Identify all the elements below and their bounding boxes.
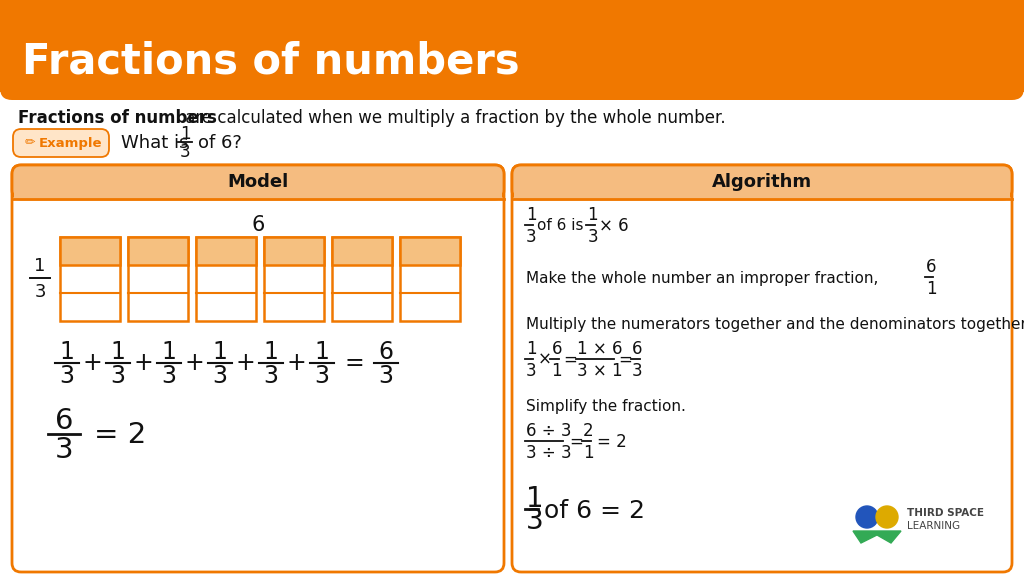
Bar [264,237,324,265]
Text: 1: 1 [111,340,125,364]
Text: 1 × 6: 1 × 6 [577,340,623,358]
Text: =: = [563,351,577,369]
Bar [0,0,1024,92]
Text: 3: 3 [632,362,643,380]
Text: +: + [287,351,306,375]
Bar [0,0,1024,88]
Text: +: + [236,351,255,375]
Text: 3: 3 [314,364,330,388]
FancyBboxPatch shape [512,165,1012,199]
Text: 3: 3 [54,436,74,464]
Text: LEARNING: LEARNING [907,521,961,531]
FancyBboxPatch shape [0,0,1024,100]
Text: 6: 6 [552,340,562,358]
Text: × 6: × 6 [599,217,629,235]
Text: Multiply the numerators together and the denominators together.: Multiply the numerators together and the… [526,317,1024,332]
FancyBboxPatch shape [12,165,504,572]
Text: 1: 1 [35,257,46,275]
Text: Fractions of numbers: Fractions of numbers [22,41,519,83]
Text: What is: What is [121,134,188,152]
Text: of 6?: of 6? [198,134,242,152]
Bar [400,237,460,321]
FancyBboxPatch shape [12,165,504,199]
Text: 1: 1 [179,125,190,143]
Bar [332,237,392,321]
Text: 3: 3 [588,228,598,246]
Text: 1: 1 [59,340,75,364]
Text: 1: 1 [588,206,598,224]
Bar [128,237,188,265]
Text: 3: 3 [526,362,537,380]
Text: +: + [184,351,205,375]
Text: Simplify the fraction.: Simplify the fraction. [526,398,686,414]
Bar [60,237,120,265]
Text: of 6 is: of 6 is [538,219,584,234]
Text: Example: Example [39,136,102,150]
Text: Make the whole number an improper fraction,: Make the whole number an improper fracti… [526,270,879,285]
Text: 6: 6 [926,258,937,276]
Text: 3: 3 [379,364,393,388]
Text: = 2: = 2 [94,421,146,449]
Text: 3 ÷ 3: 3 ÷ 3 [526,444,571,462]
Text: +: + [83,351,102,375]
Polygon shape [853,531,901,543]
Text: 3 × 1: 3 × 1 [577,362,623,380]
Text: 1: 1 [526,485,544,513]
Text: 3: 3 [34,283,46,301]
Text: are calculated when we multiply a fraction by the whole number.: are calculated when we multiply a fracti… [180,109,726,127]
Bar [400,237,460,265]
FancyBboxPatch shape [512,165,1012,572]
Text: 3: 3 [263,364,279,388]
Circle shape [856,506,878,528]
Text: 3: 3 [162,364,176,388]
Text: 6 ÷ 3: 6 ÷ 3 [526,422,571,440]
Text: 3: 3 [59,364,75,388]
Text: 6: 6 [379,340,393,364]
Text: =: = [569,433,583,451]
Text: Fractions of numbers: Fractions of numbers [18,109,217,127]
Circle shape [876,506,898,528]
Bar [196,237,256,321]
Text: 1: 1 [314,340,330,364]
Text: 6: 6 [251,215,264,235]
Text: 1: 1 [213,340,227,364]
Bar [14,182,502,199]
Text: 3: 3 [526,507,544,535]
Text: = 2: = 2 [597,433,627,451]
Text: ✏: ✏ [25,136,36,150]
Text: THIRD SPACE: THIRD SPACE [907,508,984,518]
Text: 6: 6 [632,340,643,358]
Text: 1: 1 [263,340,279,364]
Bar [264,237,324,321]
Text: 3: 3 [213,364,227,388]
Bar [514,182,1010,199]
Bar [196,237,256,265]
Text: 3: 3 [111,364,126,388]
Text: +: + [133,351,154,375]
Text: Algorithm: Algorithm [712,173,812,191]
Text: 1: 1 [162,340,176,364]
Bar [128,237,188,321]
Text: 1: 1 [584,444,594,462]
Text: of 6 = 2: of 6 = 2 [545,499,645,523]
Text: 1: 1 [526,340,537,358]
Text: 3: 3 [526,228,537,246]
Text: 1: 1 [552,362,562,380]
Text: 1: 1 [526,206,537,224]
Text: 6: 6 [54,407,74,435]
Text: ×: × [538,351,551,369]
Text: 3: 3 [179,143,190,161]
Bar [60,237,120,321]
Text: 1: 1 [926,280,937,298]
FancyBboxPatch shape [13,129,109,157]
Bar [332,237,392,265]
Text: =: = [618,351,632,369]
Text: =: = [344,351,364,375]
Text: Model: Model [227,173,289,191]
Text: 2: 2 [584,422,594,440]
